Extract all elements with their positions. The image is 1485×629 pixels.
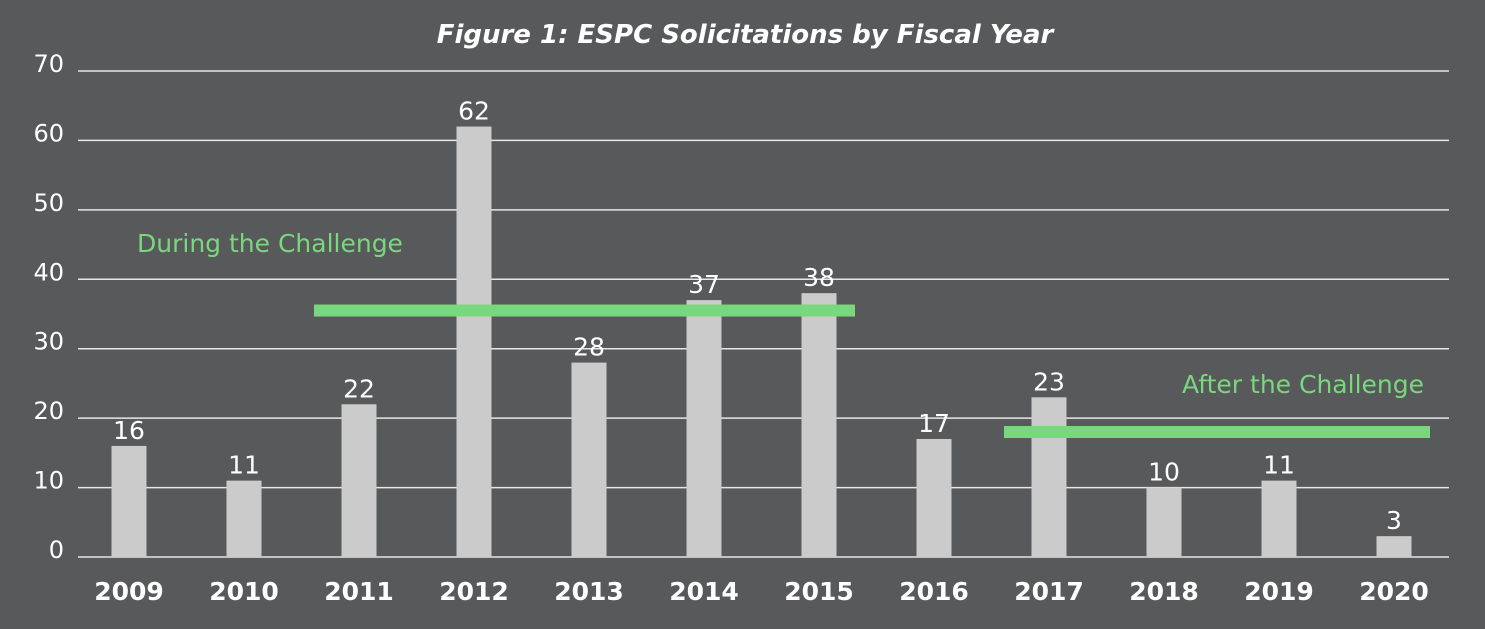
data-label-2016: 17 [918, 409, 950, 438]
y-tick-label: 30 [33, 328, 64, 356]
x-tick-label: 2015 [784, 577, 854, 606]
chart-title: Figure 1: ESPC Solicitations by Fiscal Y… [437, 20, 1056, 50]
x-tick-label: 2016 [899, 577, 969, 606]
data-label-2017: 23 [1033, 367, 1065, 396]
bar-2011 [341, 404, 377, 557]
data-label-2010: 11 [228, 451, 260, 480]
data-label-2013: 28 [573, 333, 605, 362]
y-tick-label: 60 [33, 119, 64, 147]
x-axis-ticks: 2009 2010 2011 2012 2013 2014 2015 2016 2017 2018… [94, 577, 1429, 606]
data-label-2015: 38 [803, 263, 835, 292]
annotation-label-after: After the Challenge [1182, 370, 1424, 399]
y-axis-ticks: 0 10 20 30 40 50 60 70 [33, 50, 64, 564]
gridlines [78, 70, 1449, 558]
annotation-line-1 [314, 304, 855, 317]
bars [111, 126, 1412, 558]
data-label-2020: 3 [1386, 506, 1402, 535]
bar-2016 [916, 438, 952, 557]
bar-2015 [801, 293, 837, 557]
y-tick-label: 50 [33, 189, 64, 217]
bar-2019 [1261, 480, 1297, 557]
y-tick-label: 0 [49, 536, 64, 564]
x-tick-label: 2014 [669, 577, 739, 606]
data-label-2019: 11 [1263, 451, 1295, 480]
annotations: During the Challenge After the Challenge [137, 229, 1430, 439]
data-labels: 16 11 22 62 28 37 38 17 23 10 11 3 [113, 97, 1402, 536]
x-tick-label: 2013 [554, 577, 624, 606]
annotation-line-2 [1004, 426, 1430, 439]
data-label-2012: 62 [458, 97, 490, 126]
x-tick-label: 2012 [439, 577, 509, 606]
x-tick-label: 2011 [324, 577, 394, 606]
bar-2014 [686, 300, 722, 557]
x-tick-label: 2009 [94, 577, 164, 606]
y-tick-label: 40 [33, 258, 64, 286]
bar-2009 [111, 445, 147, 557]
bar-2018 [1146, 487, 1182, 557]
x-tick-label: 2010 [209, 577, 279, 606]
data-label-2011: 22 [343, 374, 375, 403]
x-tick-label: 2019 [1244, 577, 1314, 606]
data-label-2014: 37 [688, 270, 720, 299]
bar-2020 [1376, 536, 1412, 557]
x-tick-label: 2018 [1129, 577, 1199, 606]
data-label-2018: 10 [1148, 458, 1180, 487]
bar-2017 [1031, 397, 1067, 557]
y-tick-label: 20 [33, 397, 64, 425]
bar-2013 [571, 362, 607, 557]
y-tick-label: 70 [33, 50, 64, 78]
x-tick-label: 2017 [1014, 577, 1084, 606]
data-label-2009: 16 [113, 416, 145, 445]
bar-2010 [226, 480, 262, 557]
annotation-label-during: During the Challenge [137, 229, 403, 258]
x-tick-label: 2020 [1359, 577, 1429, 606]
bar-2012 [456, 126, 492, 558]
y-tick-label: 10 [33, 467, 64, 495]
